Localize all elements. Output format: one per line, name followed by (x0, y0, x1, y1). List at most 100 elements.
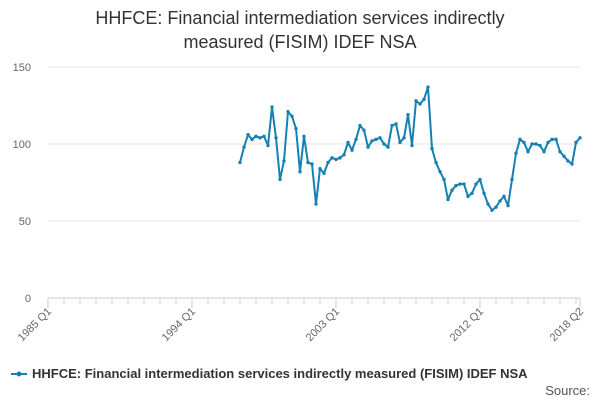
data-point (526, 150, 530, 154)
data-point (502, 194, 506, 199)
chart-title-line-2: measured (FISIM) IDEF NSA (183, 32, 417, 52)
series-layer (238, 85, 582, 212)
data-point (570, 162, 574, 166)
data-point (542, 150, 546, 154)
data-point (338, 156, 342, 160)
data-point (490, 208, 494, 212)
data-point (514, 151, 518, 155)
data-point (506, 203, 510, 208)
data-point (246, 133, 250, 137)
data-point (578, 136, 582, 140)
data-point (498, 199, 502, 203)
data-point (466, 194, 470, 199)
data-point (310, 162, 314, 166)
data-point (382, 142, 386, 146)
data-point (322, 171, 326, 175)
data-point (510, 177, 514, 182)
data-point (478, 177, 482, 182)
legend-swatch (11, 371, 27, 376)
data-point (546, 140, 550, 145)
x-tick-label: 1994 Q1 (160, 306, 198, 344)
x-tick-label: 2012 Q1 (448, 306, 486, 344)
series-line (239, 86, 581, 212)
data-point (518, 137, 522, 142)
data-point (262, 134, 266, 138)
data-point (430, 146, 434, 151)
data-point (566, 159, 570, 163)
data-point (254, 134, 258, 138)
y-tick-label: 100 (13, 139, 31, 151)
legend[interactable]: HHFCE: Financial intermediation services… (10, 366, 528, 381)
x-tick-label: 2003 Q1 (304, 306, 342, 344)
data-point (362, 128, 366, 132)
data-point (482, 191, 486, 195)
data-point (266, 143, 270, 148)
data-point (410, 143, 414, 148)
data-point (274, 136, 278, 140)
data-point (354, 137, 358, 142)
data-point (318, 166, 322, 171)
data-point (386, 145, 390, 149)
data-point (558, 150, 562, 154)
axis-layer: 0 50 100 150 1985 Q1 1994 Q1 2003 Q1 2012 Q1 201… (13, 62, 586, 344)
chart-title-line-1: HHFCE: Financial intermediation services… (95, 8, 505, 28)
chart-title: HHFCE: Financial intermediation services… (0, 6, 600, 54)
data-point (494, 205, 498, 209)
legend-label: HHFCE: Financial intermediation services… (32, 366, 528, 381)
data-point (294, 126, 298, 131)
data-point (554, 137, 558, 142)
data-point (334, 157, 338, 162)
data-point (398, 140, 402, 145)
data-point (290, 114, 294, 118)
data-point (242, 145, 246, 149)
data-point (406, 113, 410, 117)
data-point (442, 177, 446, 182)
y-tick-label: 50 (19, 216, 31, 228)
data-point (390, 123, 394, 128)
x-tick-label: 2018 Q2 (548, 306, 586, 344)
data-point (426, 85, 430, 89)
data-point (350, 148, 354, 152)
data-point (366, 145, 370, 149)
data-point (434, 160, 438, 165)
data-point (402, 136, 406, 140)
data-point (470, 191, 474, 195)
data-point (462, 182, 466, 186)
data-point (418, 102, 422, 106)
data-point (530, 142, 534, 146)
y-tick-label: 150 (13, 62, 31, 74)
data-point (302, 134, 306, 138)
data-point (330, 156, 334, 160)
data-point (358, 123, 362, 128)
data-point (538, 143, 542, 148)
data-point (486, 202, 490, 206)
data-point (374, 137, 378, 142)
data-point (562, 154, 566, 159)
data-point (414, 99, 418, 103)
x-tick-label: 1985 Q1 (16, 306, 54, 344)
data-point (458, 182, 462, 186)
data-point (438, 170, 442, 174)
data-point (278, 177, 282, 182)
data-point (454, 183, 458, 188)
data-point (270, 105, 274, 109)
data-point (326, 160, 330, 165)
data-point (394, 122, 398, 126)
data-point (238, 160, 242, 165)
data-point (522, 140, 526, 145)
y-tick-label: 0 (25, 293, 31, 305)
data-point (446, 197, 450, 202)
data-point (258, 136, 262, 140)
source-label: Source: (545, 383, 590, 398)
data-point (250, 137, 254, 142)
data-point (306, 160, 310, 165)
data-point (346, 140, 350, 145)
data-point (574, 140, 578, 145)
data-point (370, 139, 374, 143)
data-point (474, 182, 478, 186)
data-point (314, 202, 318, 206)
data-point (422, 97, 426, 102)
data-point (282, 159, 286, 163)
data-point (450, 188, 454, 192)
